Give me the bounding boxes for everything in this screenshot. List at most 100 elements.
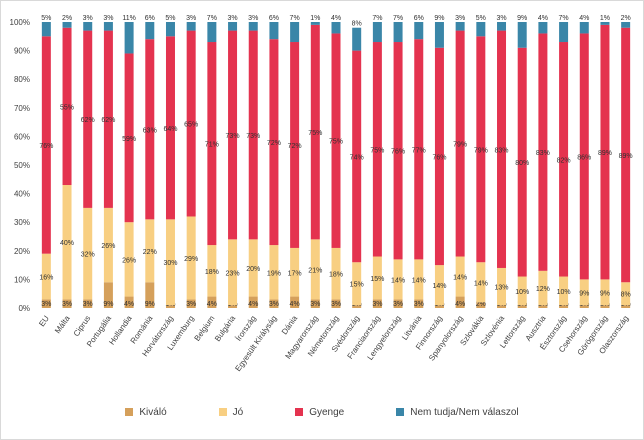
data-label: 3% <box>83 301 93 308</box>
bar-segment <box>372 299 382 308</box>
data-label: 3% <box>310 301 320 308</box>
data-label: 2% <box>621 15 631 22</box>
legend-item-kivalo: Kiváló <box>125 406 167 418</box>
y-tick-label: 60% <box>14 132 30 141</box>
data-label: 10% <box>557 289 571 296</box>
bar-segment <box>103 207 113 283</box>
bar-segment <box>103 30 113 208</box>
bar-segment <box>434 47 444 266</box>
data-label: 10% <box>515 289 529 296</box>
data-label: 16% <box>39 275 53 282</box>
bar-segment <box>248 30 258 240</box>
data-label: 80% <box>515 160 529 167</box>
data-label: 4% <box>248 301 258 308</box>
bar-segment <box>393 42 403 260</box>
data-label: 62% <box>101 117 115 124</box>
bar-segment <box>455 296 465 308</box>
bar-segment <box>269 22 279 40</box>
data-label: 7% <box>290 15 300 22</box>
data-label: 40% <box>60 240 74 247</box>
legend-item-nem-tudja: Nem tudja/Nem válaszol <box>396 406 519 418</box>
bar-segment <box>372 22 382 43</box>
y-tick-label: 10% <box>14 275 30 284</box>
data-label: 6% <box>269 15 279 22</box>
legend-swatch-kivalo <box>125 408 134 416</box>
bar-segment <box>331 22 341 34</box>
bar-segment <box>559 42 569 277</box>
data-label: 15% <box>350 282 364 289</box>
data-label: 29% <box>184 256 198 263</box>
bar-segment <box>455 22 465 31</box>
bar-segment <box>434 22 444 48</box>
data-label: 7% <box>372 15 382 22</box>
data-label: 5% <box>165 15 175 22</box>
data-label: 1% <box>600 15 610 22</box>
bar-segment <box>124 296 134 308</box>
data-label: 9% <box>579 290 589 297</box>
legend-item-jo: Jó <box>218 407 243 418</box>
y-tick-label: 30% <box>14 218 30 227</box>
data-label: 3% <box>496 15 506 22</box>
bar-segment <box>476 22 486 37</box>
data-label: 14% <box>432 283 446 290</box>
data-label: 14% <box>453 275 467 282</box>
bar-segment <box>331 247 341 300</box>
bar-segment <box>538 33 548 271</box>
bar-segment <box>41 299 51 308</box>
data-label: 64% <box>163 126 177 133</box>
bar-segment <box>186 299 196 308</box>
y-axis: 0% 10% 20% 30% 40% 50% 60% 70% 80% 90% 100% <box>10 18 30 313</box>
data-label: 17% <box>288 270 302 277</box>
bar-segment <box>538 270 548 306</box>
legend-label-kivalo: Kiváló <box>139 406 167 418</box>
data-label: 12% <box>536 286 550 293</box>
bar-segment <box>124 222 134 297</box>
data-label: 5% <box>41 15 51 22</box>
x-tick-label: Málta <box>53 314 72 336</box>
bar-segment <box>310 22 320 25</box>
bar-segment <box>228 239 238 306</box>
legend-swatch-gyenge <box>295 408 304 416</box>
data-label: 4% <box>207 301 217 308</box>
bar-segment <box>248 296 258 308</box>
legend-label-nem-tudja: Nem tudja/Nem válaszol <box>410 406 519 418</box>
data-label: 4% <box>455 301 465 308</box>
bar-segment <box>310 24 320 240</box>
data-label: 74% <box>350 154 364 161</box>
data-label: 62% <box>81 117 95 124</box>
data-label: 9% <box>517 15 527 22</box>
bar-segment <box>600 24 610 280</box>
data-label: 4% <box>331 15 341 22</box>
bar-segment <box>186 30 196 217</box>
data-label: 3% <box>103 15 113 22</box>
bar-segment <box>414 22 424 40</box>
y-tick-label: 20% <box>14 247 30 256</box>
bar-segment <box>621 22 631 28</box>
bar-segment <box>393 259 403 300</box>
bar-segment <box>228 305 238 308</box>
data-label: 18% <box>329 272 343 279</box>
bar-segment <box>517 276 527 306</box>
bar-segment <box>559 276 569 306</box>
data-label: 26% <box>101 243 115 250</box>
legend-swatch-nem-tudja <box>396 408 405 416</box>
bar-segment <box>600 22 610 25</box>
data-label: 77% <box>412 147 426 154</box>
bar-segment <box>207 42 217 246</box>
data-label: 7% <box>393 15 403 22</box>
legend-label-gyenge: Gyenge <box>309 406 345 418</box>
bar-segment <box>83 30 93 208</box>
data-label: 22% <box>143 249 157 256</box>
data-label: 7% <box>207 15 217 22</box>
bar-segment <box>41 36 51 254</box>
x-axis: EU Málta CiprusPortugáliaHollandiaRomániaH… <box>37 314 630 374</box>
bar-segment <box>290 22 300 43</box>
data-label: 82% <box>557 157 571 164</box>
bar-segment <box>372 42 382 257</box>
data-label: 72% <box>288 143 302 150</box>
bar-segment <box>41 253 51 300</box>
data-label: 3% <box>248 15 258 22</box>
data-label: 3% <box>186 15 196 22</box>
bar-segment <box>331 299 341 308</box>
